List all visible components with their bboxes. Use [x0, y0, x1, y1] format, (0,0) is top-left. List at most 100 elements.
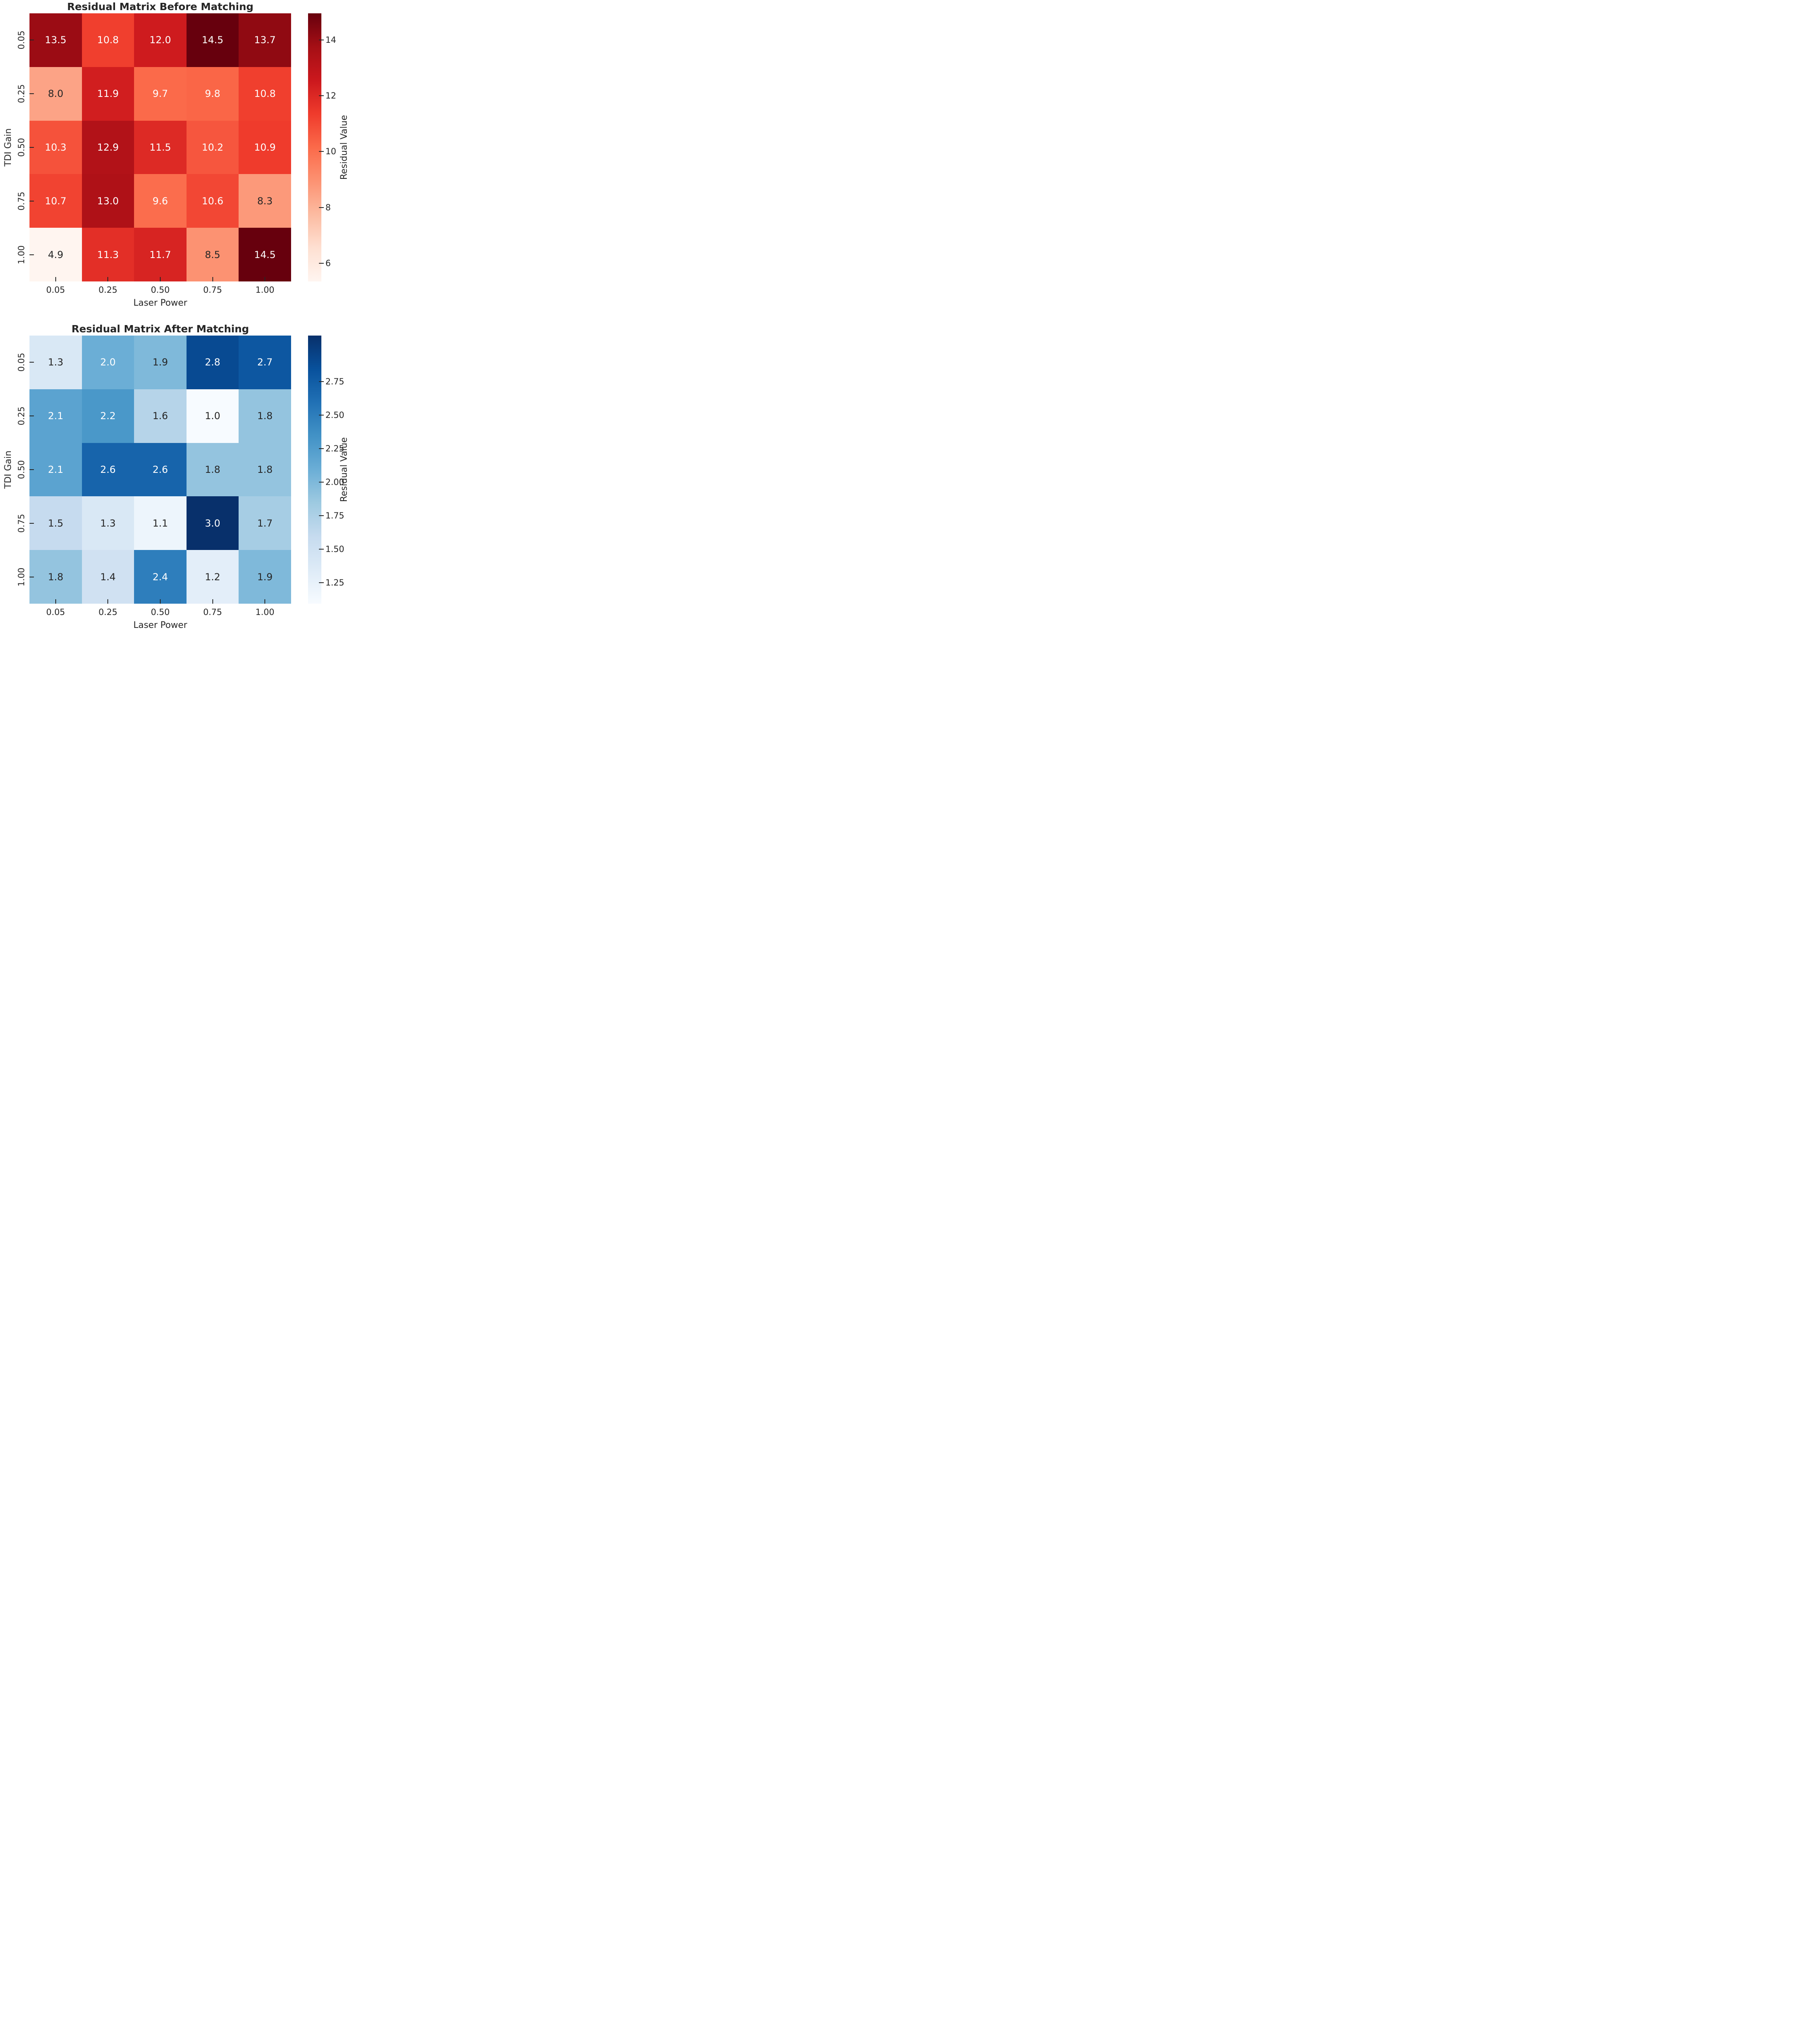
- colorbar-tick-label: 2.75: [325, 377, 344, 386]
- colorbar-tick-label: 12: [325, 90, 336, 101]
- colorbar-tick-label: 14: [325, 35, 336, 45]
- x-tick-label: 0.75: [203, 607, 222, 617]
- heatmap-cell: 1.2: [186, 550, 239, 604]
- colorbar-tick-mark: [319, 207, 324, 208]
- y-tick-label: 0.05: [17, 353, 26, 372]
- colorbar-tick-mark: [319, 415, 324, 416]
- x-tick-label: 1.00: [255, 285, 275, 295]
- heatmap-cell: 1.5: [29, 496, 82, 550]
- heatmap-cell: 10.3: [29, 120, 82, 174]
- y-tick-label: 0.50: [17, 138, 26, 157]
- heatmap-cell: 12.9: [82, 120, 134, 174]
- heatmap-cell: 11.3: [82, 228, 134, 281]
- heatmap-cell: 1.8: [239, 389, 291, 443]
- heatmap-cell: 11.7: [134, 228, 187, 281]
- colorbar-tick-label: 2.50: [325, 410, 344, 420]
- heatmap-cell: 11.5: [134, 120, 187, 174]
- heatmap-cell: 10.8: [82, 13, 134, 67]
- colorbar-tick-mark: [319, 482, 324, 483]
- y-tick-mark: [29, 362, 34, 363]
- colorbar-tick-label: 6: [325, 258, 331, 268]
- heatmap-cell: 2.7: [239, 336, 291, 389]
- x-tick-mark: [264, 599, 266, 604]
- heatmap-cell: 12.0: [134, 13, 187, 67]
- heatmap-cell: 1.9: [134, 336, 187, 389]
- heatmap-cell: 8.3: [239, 174, 291, 228]
- heatmap-cell: 2.6: [82, 443, 134, 497]
- colorbar-label: Residual Value: [339, 115, 349, 180]
- chart-title: Residual Matrix Before Matching: [67, 1, 254, 13]
- x-tick-label: 0.50: [151, 607, 170, 617]
- x-tick-mark: [160, 277, 161, 281]
- colorbar-tick-label: 8: [325, 202, 331, 212]
- colorbar-label: Residual Value: [339, 437, 349, 502]
- colorbar-tick-mark: [319, 151, 324, 152]
- heatmap-cell: 1.6: [134, 389, 187, 443]
- colorbar-tick-mark: [319, 448, 324, 449]
- heatmap-cell: 13.7: [239, 13, 291, 67]
- x-axis-label: Laser Power: [133, 298, 187, 308]
- y-tick-mark: [29, 93, 34, 94]
- x-tick-mark: [212, 599, 213, 604]
- heatmap-cell: 10.9: [239, 120, 291, 174]
- colorbar-tick-mark: [319, 549, 324, 550]
- heatmap-cell: 1.1: [134, 496, 187, 550]
- heatmap-cell: 10.8: [239, 67, 291, 121]
- x-tick-label: 1.00: [255, 607, 275, 617]
- x-tick-mark: [55, 277, 56, 281]
- x-axis-label: Laser Power: [133, 620, 187, 630]
- y-tick-label: 1.00: [17, 245, 26, 264]
- x-tick-label: 0.50: [151, 285, 170, 295]
- x-tick-label: 0.25: [99, 285, 117, 295]
- heatmap-cell: 8.0: [29, 67, 82, 121]
- heatmap-cell: 2.4: [134, 550, 187, 604]
- heatmap-grid: 1.3 2.0 1.9 2.8 2.7 2.1 2.2 1.6 1.0 1.8 2.1 2.6 2.6 1…: [29, 336, 291, 604]
- heatmap-cell: 1.3: [82, 496, 134, 550]
- heatmap-cell: 9.8: [186, 67, 239, 121]
- colorbar-tick-label: 1.50: [325, 544, 344, 554]
- heatmap-cell: 2.1: [29, 389, 82, 443]
- y-tick-mark: [29, 147, 34, 148]
- y-axis-label: TDI Gain: [3, 128, 13, 167]
- heatmap-cell: 1.8: [186, 443, 239, 497]
- heatmap-cell: 13.5: [29, 13, 82, 67]
- x-tick-label: 0.05: [46, 607, 65, 617]
- heatmap-grid: 13.5 10.8 12.0 14.5 13.7 8.0 11.9 9.7 9.8 10.8 10.…: [29, 13, 291, 281]
- y-tick-label: 0.25: [17, 84, 26, 103]
- x-tick-mark: [264, 277, 266, 281]
- x-tick-label: 0.75: [203, 285, 222, 295]
- colorbar-tick-label: 2.25: [325, 444, 344, 453]
- heatmap-figure-before: Residual Matrix Before Matching TDI Gain…: [0, 1, 364, 309]
- colorbar-gradient: [308, 13, 321, 281]
- heatmap-cell: 11.9: [82, 67, 134, 121]
- heatmap-cell: 1.3: [29, 336, 82, 389]
- heatmap-cell: 2.1: [29, 443, 82, 497]
- x-tick-label: 0.25: [99, 607, 117, 617]
- y-tick-label: 0.75: [17, 514, 26, 533]
- x-tick-mark: [55, 599, 56, 604]
- x-tick-label: 0.05: [46, 285, 65, 295]
- colorbar-gradient: [308, 336, 321, 604]
- heatmap-cell: 2.2: [82, 389, 134, 443]
- y-tick-mark: [29, 254, 34, 255]
- heatmap-cell: 13.0: [82, 174, 134, 228]
- heatmap-cell: 14.5: [186, 13, 239, 67]
- heatmap-cell: 2.6: [134, 443, 187, 497]
- heatmap-cell: 1.8: [29, 550, 82, 604]
- x-tick-mark: [212, 277, 213, 281]
- heatmap-cell: 1.0: [186, 389, 239, 443]
- colorbar-tick-label: 1.75: [325, 511, 344, 520]
- colorbar-tick-mark: [319, 515, 324, 516]
- heatmap-cell: 14.5: [239, 228, 291, 281]
- heatmap-cell: 9.7: [134, 67, 187, 121]
- heatmap-cell: 9.6: [134, 174, 187, 228]
- heatmap-cell: 1.8: [239, 443, 291, 497]
- heatmap-cell: 4.9: [29, 228, 82, 281]
- y-tick-label: 0.50: [17, 460, 26, 479]
- colorbar-tick-mark: [319, 95, 324, 96]
- heatmap-cell: 1.4: [82, 550, 134, 604]
- y-tick-mark: [29, 469, 34, 470]
- x-tick-mark: [107, 277, 109, 281]
- colorbar-tick-label: 10: [325, 147, 336, 157]
- heatmap-cell: 10.2: [186, 120, 239, 174]
